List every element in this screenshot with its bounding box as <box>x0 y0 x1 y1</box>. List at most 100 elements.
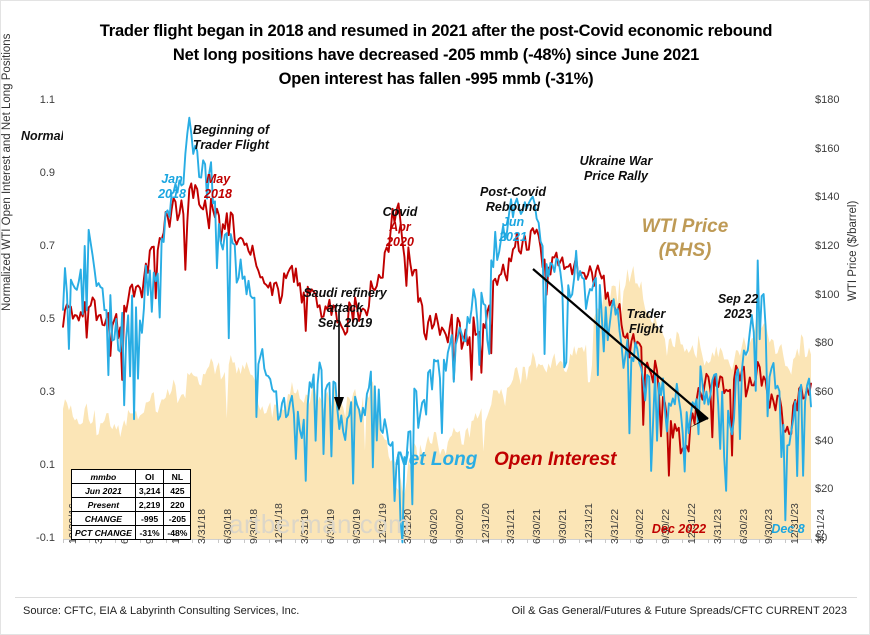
chart-title-line-2: Net long positions have decreased -205 m… <box>172 46 700 64</box>
y-axis-right-tick-5: $80 <box>815 337 834 350</box>
annotation-saudi-attack-line1: Saudi refinery <box>303 286 387 300</box>
trader-flight-arrowhead <box>689 409 708 428</box>
annotation-dec-8: Dec 8 <box>771 522 805 536</box>
annotation-beginning-trader-flight: Beginning of Trader Flight <box>151 123 311 153</box>
summary-table-row-0-cell-2: 425 <box>163 483 192 498</box>
y-axis-left-tick-2: 0.7 <box>39 240 55 252</box>
y-axis-right-tick-4: $100 <box>815 288 840 301</box>
y-axis-right-tick-3: $120 <box>815 240 840 252</box>
x-axis-tick-mark-19 <box>553 539 555 543</box>
x-axis-tick-14: 6/30/20 <box>428 508 441 544</box>
footer-divider <box>15 597 857 598</box>
x-axis-tick-mark-5 <box>191 539 193 543</box>
summary-table-row-3-cell-2: -48% <box>163 525 192 540</box>
annotation-post-covid-date-line1: Jun <box>501 215 525 229</box>
summary-table-row-1-cell-2: 220 <box>163 497 192 512</box>
x-axis-tick-mark-17 <box>501 539 503 543</box>
series-label-wti-price: WTI Price (RHS) <box>601 215 769 263</box>
y-axis-left-tick-0: 1.1 <box>39 94 55 106</box>
summary-table-row-0: Jun 2021 3,214 425 <box>71 483 192 498</box>
annotation-beginning-trader-flight-line1: Beginning of <box>192 123 270 137</box>
summary-table-header-row-cell-0: mmbo <box>71 469 136 484</box>
summary-table-row-2-cell-0: CHANGE <box>71 511 136 526</box>
annotation-may-2018-line1: May <box>205 172 231 186</box>
y-axis-right-tick-7: $40 <box>815 434 834 447</box>
summary-table-row-3-cell-0: PCT CHANGE <box>71 525 136 540</box>
summary-table-row-1-cell-0: Present <box>71 497 136 512</box>
x-axis-tick-mark-1 <box>88 539 90 543</box>
annotation-jan-2018-line1: Jan <box>161 172 183 186</box>
deck-reference: Oil & Gas General/Futures & Future Sprea… <box>511 605 847 617</box>
annotation-post-covid-rebound: Post-Covid Rebound <box>465 185 561 215</box>
chart-title-line-3: Open interest has fallen -995 mmb (-31%) <box>278 70 594 88</box>
x-axis-tick-20: 12/31/21 <box>582 503 595 544</box>
annotation-covid-date-line2: 2020 <box>386 235 414 249</box>
summary-table-row-2-cell-1: -995 <box>134 511 165 526</box>
x-axis-tick-mark-10 <box>320 539 322 543</box>
x-axis-tick-mark-9 <box>295 539 297 543</box>
x-axis-tick-mark-15 <box>449 539 451 543</box>
y-axis-left-tick-4: 0.3 <box>39 386 55 398</box>
x-axis-tick-mark-6 <box>217 539 219 543</box>
summary-table-row-2-cell-2: -205 <box>163 511 192 526</box>
x-axis-tick-mark-7 <box>243 539 245 543</box>
summary-table-row-0-cell-0: Jun 2021 <box>71 483 136 498</box>
annotation-jan-2018: Jan 2018 <box>149 172 195 202</box>
y-axis-left-title: Normalized WTI Open Interest and Net Lon… <box>1 33 13 311</box>
y-axis-right-tick-0: $180 <box>815 94 840 106</box>
x-axis-tick-mark-13 <box>398 539 400 543</box>
x-axis-tick-mark-29 <box>811 539 812 543</box>
annotation-post-covid-date: Jun 2021 <box>465 215 561 245</box>
y-axis-right-title-wrap: WTI Price ($/barrel) <box>847 201 863 501</box>
annotation-covid-date-line1: Apr <box>389 220 411 234</box>
x-axis-tick-mark-21 <box>604 539 606 543</box>
x-axis-tick-mark-25 <box>707 539 709 543</box>
x-axis-tick-mark-4 <box>166 539 168 543</box>
x-axis-tick-15: 9/30/20 <box>453 508 466 544</box>
annotation-may-2018: May 2018 <box>193 172 243 202</box>
annotation-covid: Covid <box>365 205 435 220</box>
y-axis-right-tick-2: $140 <box>815 191 840 204</box>
x-axis-tick-mark-11 <box>346 539 348 543</box>
summary-table-row-0-cell-1: 3,214 <box>134 483 165 498</box>
summary-table-row-3: PCT CHANGE -31% -48% <box>71 525 192 540</box>
annotation-post-covid-rebound-line2: Rebound <box>485 200 541 214</box>
series-label-wti-price-line1: WTI Price <box>641 216 729 237</box>
annotation-trader-flight: Trader Flight <box>611 307 681 337</box>
y-axis-left-tick-3: 0.5 <box>39 313 55 325</box>
series-label-wti-price-line2: (RHS) <box>658 240 712 261</box>
annotation-beginning-trader-flight-line2: Trader Flight <box>192 138 270 152</box>
source-note: Source: CFTC, EIA & Labyrinth Consulting… <box>23 605 300 617</box>
x-axis-tick-mark-16 <box>475 539 477 543</box>
x-axis-tick-mark-27 <box>759 539 761 543</box>
annotation-post-covid-rebound-line1: Post-Covid <box>480 185 546 199</box>
summary-table-header-row-cell-1: OI <box>134 469 165 484</box>
y-axis-right-tick-6: $60 <box>815 386 834 398</box>
x-axis-tick-17: 3/31/21 <box>505 508 518 544</box>
annotation-covid-date: Apr 2020 <box>365 220 435 250</box>
line-series-layer <box>62 116 812 544</box>
watermark: artberman.com <box>229 509 411 539</box>
annotation-sep-22-2023-line1: Sep 22 <box>717 292 759 306</box>
x-axis-tick-26: 6/30/23 <box>737 508 750 544</box>
summary-table-header-row-cell-2: NL <box>163 469 192 484</box>
chart-title-block: Trader flight began in 2018 and resumed … <box>1 19 870 91</box>
summary-table-row-1-cell-1: 2,219 <box>134 497 165 512</box>
net-long-line <box>62 116 812 544</box>
annotation-dec-2022: Dec 2022 <box>651 522 707 536</box>
annotation-saudi-attack: Saudi refinery attack Sep 2019 <box>282 286 408 331</box>
x-axis-tick-mark-2 <box>114 539 116 543</box>
annotation-saudi-attack-line3: Sep 2019 <box>317 316 373 330</box>
x-axis-tick-mark-28 <box>785 539 787 543</box>
summary-table: mmbo OI NL Jun 2021 3,214 425 Present 2,219 220 C… <box>71 469 192 540</box>
saudi-attack-arrowhead <box>334 397 344 411</box>
y-axis-right-tick-1: $160 <box>815 142 840 155</box>
summary-table-row-1: Present 2,219 220 <box>71 497 192 512</box>
x-axis-tick-mark-24 <box>682 539 684 543</box>
x-axis-tick-16: 12/31/20 <box>479 503 492 544</box>
annotation-post-covid-date-line2: 2021 <box>499 230 527 244</box>
x-axis-tick-mark-23 <box>656 539 658 543</box>
annotation-trader-flight-line1: Trader <box>626 307 666 321</box>
y-axis-left-tick-1: 0.9 <box>39 167 55 179</box>
